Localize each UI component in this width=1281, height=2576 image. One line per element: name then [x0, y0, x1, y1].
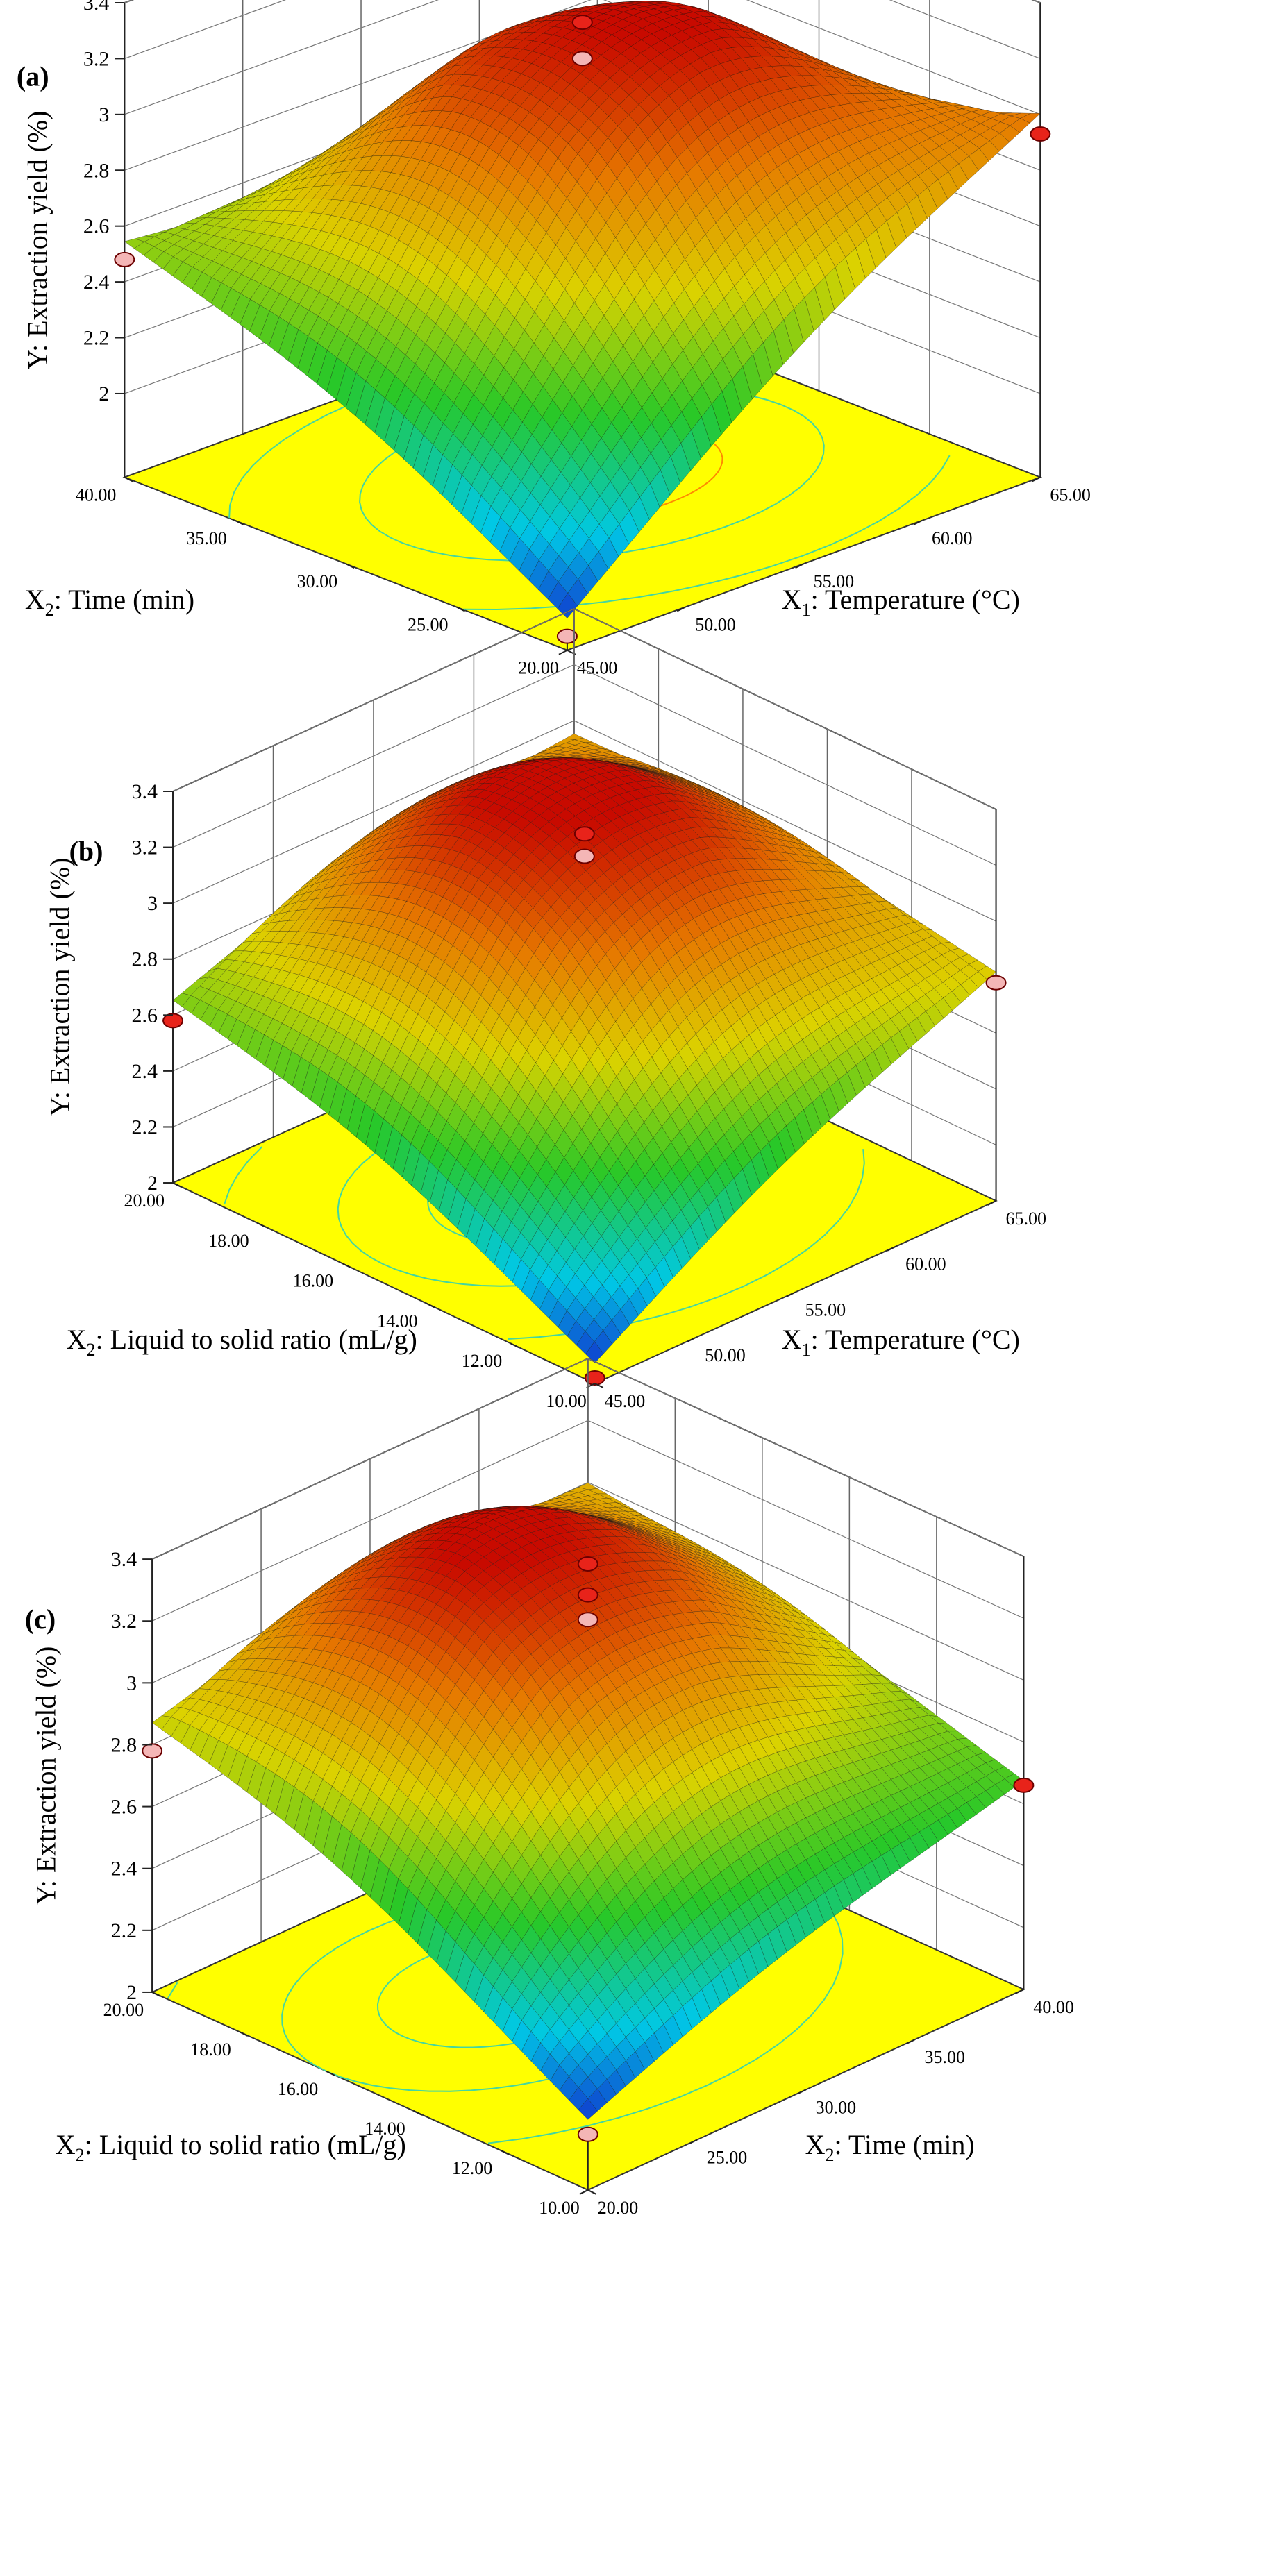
x1-axis-label-main: X: [782, 1324, 802, 1355]
z-tick-label: 3: [147, 892, 158, 915]
design-point: [985, 975, 1007, 991]
x1-axis-label-main: X: [782, 584, 802, 615]
x2-tick-mark: [124, 476, 133, 482]
z-tick-label: 3.2: [132, 836, 158, 859]
panel-b: 22.22.42.62.833.23.410.0012.0014.0016.00…: [44, 607, 1047, 1411]
panel-label: (a): [17, 61, 49, 92]
z-tick-label: 3.2: [83, 47, 110, 70]
x1-axis-label: X1: Temperature (°C): [782, 1324, 1020, 1360]
x2-axis-label-main: X: [25, 584, 45, 615]
x2-tick-label: 12.00: [462, 1351, 503, 1371]
z-tick-label: 3.4: [83, 0, 110, 15]
panel-a: 2 2.2 2.4 2.6 2.8 3 3.2 3.4 20.00 25.00 30.00 35.00…: [17, 0, 1091, 678]
z-tick-label: 2.6: [83, 215, 110, 238]
x2-tick-label: 40.00: [76, 485, 117, 505]
x2-tick-label: 30.00: [297, 571, 338, 591]
wall-grid-line: [172, 720, 996, 922]
x1-tick-label: 50.00: [705, 1345, 746, 1365]
x2-axis-label-rest: : Time (min): [54, 584, 194, 615]
x2-tick-mark: [235, 519, 244, 525]
x2-axis-label: X2: Time (min): [25, 584, 194, 620]
x1-tick-label: 65.00: [1050, 485, 1091, 505]
x1-tick-label: 55.00: [814, 571, 855, 591]
design-point: [571, 15, 593, 31]
x1-tick-mark: [795, 563, 805, 569]
design-point: [573, 848, 595, 864]
x1-axis-label-rest: : Temperature (°C): [811, 1324, 1020, 1355]
z-tick-label: 2.4: [132, 1060, 158, 1083]
z-tick-label: 2.8: [83, 159, 110, 182]
z-axis-label: Y: Extraction yield (%): [44, 858, 76, 1117]
x2-tick-label: 20.00: [518, 658, 559, 678]
x2-tick-label: 35.00: [186, 528, 227, 548]
x1-axis-label-rest: : Temperature (°C): [811, 584, 1020, 615]
z-tick-label: 2.2: [83, 327, 110, 350]
x2-tick-mark: [345, 563, 355, 569]
x1-tick-mark: [913, 519, 923, 525]
x1-tick-label: 45.00: [577, 658, 618, 678]
design-point: [1030, 126, 1051, 142]
design-point: [162, 1013, 184, 1029]
wall-grid-line: [172, 664, 996, 866]
x2-tick-label: 10.00: [546, 1391, 587, 1411]
x1-tick-label: 45.00: [605, 1391, 646, 1411]
x1-tick-mark: [558, 649, 568, 655]
z-tick-label: 3.4: [132, 780, 158, 803]
x1-tick-label: 55.00: [805, 1299, 846, 1320]
z-tick-label: 2.2: [132, 1116, 158, 1138]
x2-tick-mark: [456, 606, 465, 612]
wall-grid-line: [172, 608, 996, 810]
response-surface: [172, 733, 997, 1364]
z-tick-label: 2.8: [132, 948, 158, 971]
x1-tick-mark: [1031, 476, 1041, 482]
x2-tick-label: 18.00: [208, 1231, 249, 1251]
x2-axis-label-rest: : Liquid to solid ratio (mL/g): [96, 1324, 417, 1355]
wall-grid-line: [124, 0, 1041, 3]
x2-tick-label: 16.00: [293, 1271, 334, 1291]
x1-axis-label-sub: 1: [802, 1340, 811, 1360]
design-point: [556, 628, 578, 644]
response-surface: [124, 1, 1041, 618]
x2-axis-label-main: X: [67, 1324, 87, 1355]
wall-grid-line: [124, 0, 1041, 59]
x2-tick-label: 20.00: [124, 1190, 165, 1211]
panel-c: 22.22.42.62.833.23.410.0012.0014.0016.00…: [25, 1358, 1074, 2218]
x2-axis-label: X2: Liquid to solid ratio (mL/g): [67, 1324, 417, 1360]
x1-axis-label: X1: Temperature (°C): [782, 584, 1020, 620]
wall-grid-line: [124, 0, 1041, 115]
design-point: [573, 826, 595, 842]
z-tick-label: 2.6: [132, 1004, 158, 1027]
x1-tick-label: 65.00: [1006, 1209, 1047, 1229]
z-axis-label: Y: Extraction yield (%): [22, 110, 53, 369]
x2-tick-label: 25.00: [408, 614, 449, 634]
design-point: [114, 251, 135, 267]
z-tick-label: 3: [99, 103, 109, 126]
z-tick-label: 2: [99, 382, 109, 405]
design-point: [571, 51, 593, 67]
x1-tick-mark: [676, 606, 686, 612]
x1-tick-label: 60.00: [905, 1254, 946, 1274]
z-tick-label: 2.4: [83, 271, 110, 294]
x2-axis-label-sub: 2: [87, 1340, 96, 1360]
x1-axis-label-sub: 1: [802, 600, 811, 620]
x1-tick-label: 50.00: [695, 614, 736, 634]
x1-tick-label: 60.00: [932, 528, 973, 548]
x2-axis-label-sub: 2: [45, 600, 54, 620]
